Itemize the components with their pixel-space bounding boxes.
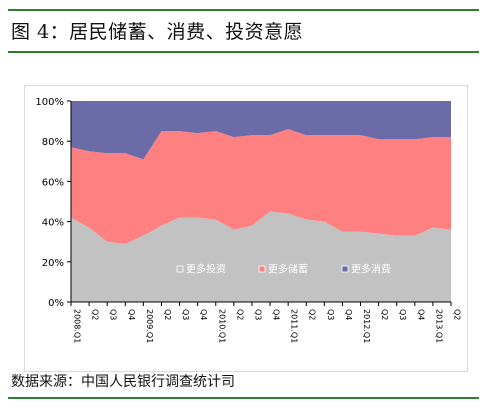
y-tick-label: 0% [48, 298, 64, 309]
x-tick-label: Q2 [380, 309, 389, 320]
figure-title: 图 4：居民储蓄、消费、投资意愿 [11, 21, 304, 43]
x-tick-label: Q4 [199, 309, 208, 320]
x-tick-label: Q2 [453, 309, 462, 320]
y-tick-label: 100% [35, 97, 64, 108]
x-tick-label: Q4 [127, 309, 136, 320]
x-tick-label: Q3 [181, 309, 190, 320]
y-tick-label: 40% [42, 218, 64, 229]
x-tick-label: Q2 [91, 309, 100, 320]
x-tick-label: Q4 [344, 309, 353, 320]
x-tick-label: 2012.Q1 [362, 309, 371, 343]
area-series-1 [71, 211, 451, 302]
data-source: 数据来源：中国人民银行调查统计司 [11, 374, 235, 390]
y-tick-label: 20% [42, 258, 64, 269]
x-tick-label: Q3 [253, 309, 262, 320]
bottom-rule [8, 397, 479, 399]
x-tick-label: Q3 [326, 309, 335, 320]
legend-swatch-2 [258, 265, 266, 273]
x-tick-label: Q2 [308, 309, 317, 320]
x-tick-label: Q4 [416, 309, 425, 320]
top-rule [8, 9, 479, 11]
title-rule [8, 51, 479, 53]
x-tick-label: 2013.Q1 [434, 309, 443, 343]
legend-swatch-3 [341, 265, 349, 273]
x-tick-label: Q2 [235, 309, 244, 320]
x-tick-label: Q4 [272, 309, 281, 320]
x-tick-label: Q3 [398, 309, 407, 320]
legend-label-2: 更多储蓄 [268, 263, 308, 276]
chart-frame: 0% 20% 40% 60% 80% 100% 2008.Q1 Q2 Q3 Q4 2009.Q1 Q2… [24, 85, 468, 372]
y-tick-label: 80% [42, 137, 64, 148]
y-tick-label: 60% [42, 177, 64, 188]
legend-label-1: 更多投资 [186, 263, 226, 276]
legend-swatch-1 [176, 265, 184, 273]
x-tick-label: Q2 [163, 309, 172, 320]
area-series-2 [71, 129, 451, 244]
area-series-3 [71, 101, 451, 160]
x-tick-label: Q3 [109, 309, 118, 320]
x-tick-label: 2009.Q1 [145, 309, 154, 343]
x-tick-label: 2008.Q1 [73, 309, 82, 343]
legend-label-3: 更多消费 [351, 263, 391, 276]
x-tick-label: 2010.Q1 [217, 309, 226, 343]
stacked-area-chart: 0% 20% 40% 60% 80% 100% 2008.Q1 Q2 Q3 Q4 2009.Q1 Q2… [35, 97, 462, 343]
x-tick-label: 2011.Q1 [290, 309, 299, 343]
